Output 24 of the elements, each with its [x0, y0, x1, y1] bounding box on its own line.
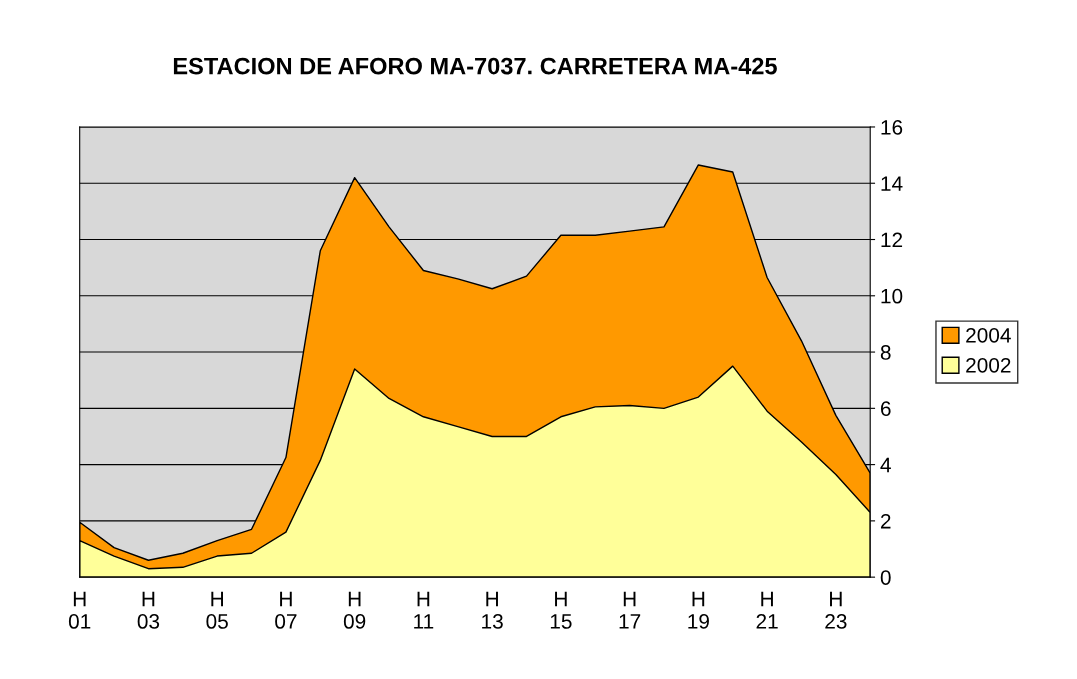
x-tick-label: H 09: [343, 591, 366, 629]
x-tick-label: H 05: [206, 591, 228, 629]
y-tick-label: 4: [880, 457, 891, 473]
x-tick-label: H 07: [275, 591, 297, 629]
x-tick-label: H 21: [756, 591, 778, 629]
y-tick-label: 8: [880, 345, 891, 360]
x-tick-label: H 01: [68, 591, 91, 629]
legend-label: 2002: [966, 357, 1011, 373]
y-tick-label: 0: [880, 570, 891, 585]
y-tick-label: 14: [881, 176, 903, 191]
x-tick-label: H 03: [137, 591, 160, 629]
x-tick-label: H 17: [619, 591, 641, 629]
y-tick-label: 10: [881, 288, 903, 304]
chart-title: ESTACION DE AFORO MA-7037. CARRETERA MA-425: [173, 57, 777, 75]
x-tick-label: H 13: [482, 591, 503, 629]
y-tick-label: 16: [881, 119, 903, 135]
y-tick-label: 12: [881, 232, 903, 248]
y-tick-label: 6: [881, 401, 891, 417]
legend-label: 2004: [966, 327, 1011, 343]
x-tick-label: H 19: [688, 591, 709, 629]
y-tick-label: 2: [880, 513, 891, 529]
x-tick-label: H 11: [414, 591, 434, 629]
x-tick-label: H 23: [825, 591, 847, 629]
x-tick-label: H 15: [550, 591, 572, 629]
